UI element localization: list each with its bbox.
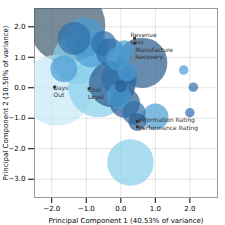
svg-text:Principal Component 1 (40.53%: Principal Component 1 (40.53% of varianc… <box>48 217 203 225</box>
svg-text:Information Rating: Information Rating <box>139 116 195 124</box>
svg-text:1.0: 1.0 <box>150 205 161 213</box>
svg-text:−1.0: −1.0 <box>78 205 95 213</box>
svg-text:−3.0: −3.0 <box>9 175 26 183</box>
svg-text:Performance Rating: Performance Rating <box>139 124 198 132</box>
svg-text:2.0: 2.0 <box>14 23 25 31</box>
svg-text:1.0: 1.0 <box>14 54 25 62</box>
svg-text:DaysOut: DaysOut <box>53 84 68 98</box>
svg-text:CholLevel: CholLevel <box>88 86 104 100</box>
svg-text:0.0: 0.0 <box>14 84 25 92</box>
svg-text:Manufacture: Manufacture <box>135 46 173 53</box>
svg-text:RevenueLoss: RevenueLoss <box>130 31 156 45</box>
svg-text:−2.0: −2.0 <box>43 205 60 213</box>
svg-text:−1.0: −1.0 <box>9 114 26 122</box>
svg-text:0.0: 0.0 <box>115 205 126 213</box>
svg-text:−2.0: −2.0 <box>9 145 26 153</box>
svg-text:Recovery: Recovery <box>135 53 163 61</box>
svg-text:2.0: 2.0 <box>184 205 195 213</box>
svg-text:Principal Component 2 (10.50%: Principal Component 2 (10.50% of varianc… <box>2 25 10 180</box>
